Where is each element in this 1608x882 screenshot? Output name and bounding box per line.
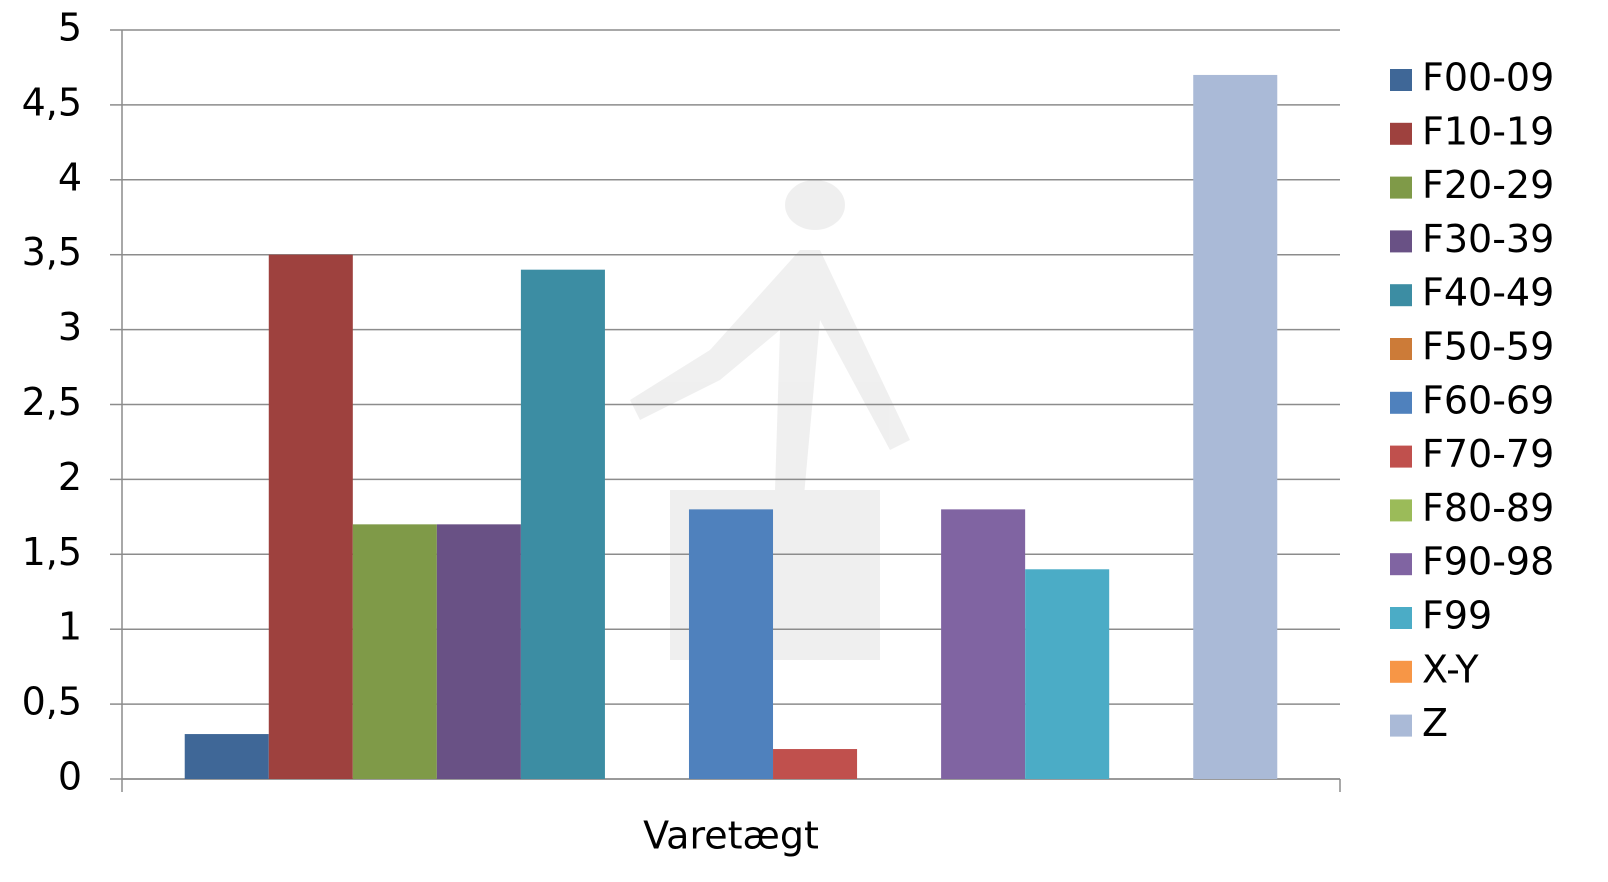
legend-swatch <box>1390 607 1412 629</box>
legend-label: X-Y <box>1422 647 1479 691</box>
legend-label: Z <box>1422 701 1448 745</box>
y-tick-label: 1 <box>58 605 82 649</box>
legend-label: F40-49 <box>1422 271 1554 315</box>
legend-label: F20-29 <box>1422 163 1554 207</box>
legend-label: F80-89 <box>1422 486 1554 530</box>
legend-swatch <box>1390 122 1412 145</box>
y-tick-label: 4,5 <box>22 80 82 124</box>
legend-label: F99 <box>1422 594 1492 638</box>
bar <box>184 734 269 779</box>
bar <box>688 509 774 779</box>
bar <box>436 524 521 779</box>
legend-swatch <box>1390 284 1412 307</box>
bar <box>268 254 353 779</box>
x-tick-label: Varetægt <box>643 814 819 858</box>
y-tick-label: 3,5 <box>22 230 82 274</box>
y-tick-label: 0 <box>58 755 82 799</box>
y-tick-label: 3 <box>58 305 82 349</box>
bar <box>352 524 437 779</box>
bar <box>773 749 858 779</box>
y-tick-label: 0,5 <box>22 680 82 724</box>
y-tick-label: 2 <box>58 455 82 499</box>
legend-label: F30-39 <box>1422 217 1554 261</box>
legend-swatch <box>1390 714 1412 737</box>
legend-swatch <box>1390 660 1412 683</box>
legend-swatch <box>1390 553 1412 576</box>
legend-label: F90-98 <box>1422 540 1554 584</box>
legend-label: F10-19 <box>1422 109 1554 153</box>
legend-swatch <box>1390 391 1412 414</box>
legend-swatch <box>1390 69 1412 91</box>
bar <box>941 509 1026 779</box>
legend-label: F60-69 <box>1422 378 1554 422</box>
legend-swatch <box>1390 338 1412 360</box>
legend-label: F00-09 <box>1422 56 1554 100</box>
y-tick-label: 5 <box>58 6 82 50</box>
y-tick-label: 4 <box>58 155 82 199</box>
legend-label: F50-59 <box>1422 325 1554 369</box>
y-tick-label: 1,5 <box>22 530 82 574</box>
legend-label: F70-79 <box>1422 432 1554 476</box>
bar <box>1025 569 1110 779</box>
legend-swatch <box>1390 176 1412 199</box>
bar <box>520 269 605 779</box>
bar <box>1193 74 1278 779</box>
legend-swatch <box>1390 445 1412 468</box>
legend-swatch <box>1390 230 1412 253</box>
legend-swatch <box>1390 499 1412 522</box>
y-tick-label: 2,5 <box>22 380 82 424</box>
